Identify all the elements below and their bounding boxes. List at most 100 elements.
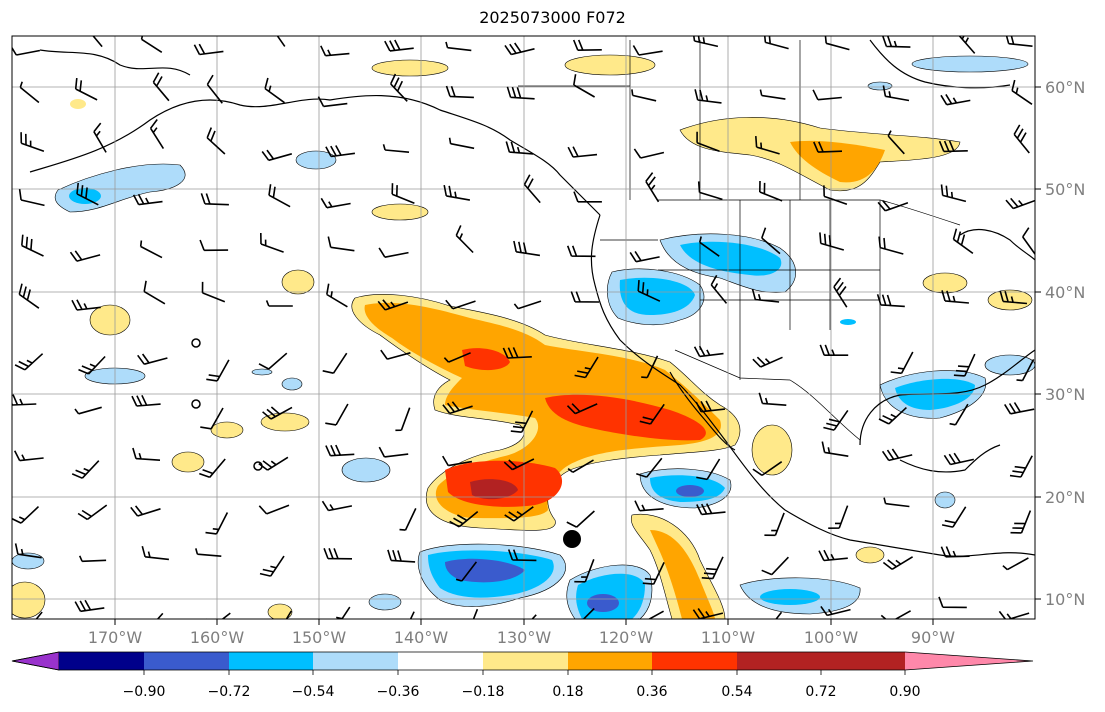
wind-barb [953,353,976,377]
positive-anomaly-south-core [650,530,715,619]
negative-anomaly-small-9 [984,354,1035,376]
wind-barb [645,172,660,203]
negative-anomaly-gulf-alaska [54,163,186,213]
wind-barb [570,291,600,303]
wind-barb [958,36,976,54]
negative-anomaly-small-5 [341,457,391,483]
wind-barb [206,127,226,155]
us-canada-border [658,199,961,226]
us-mexico-border [674,349,861,441]
coastlines [29,39,1035,557]
hudson-bay-coast [869,39,1011,89]
negative-anomaly-contours [12,55,1035,619]
wind-barb [641,355,659,379]
wind-barb [759,180,783,202]
wind-barb [259,555,285,577]
positive-anomaly-small-9 [751,424,793,476]
wind-barb [883,497,910,508]
wind-barb [276,36,286,47]
positive-anomaly-small-1 [371,59,449,77]
wind-barb [755,136,780,155]
wind-barb [380,349,411,360]
positive-anomaly-small-7 [210,421,244,439]
wind-barb [513,300,542,310]
wind-barb [262,406,293,420]
wind-barb [502,347,532,359]
negative-anomaly-gulf-alaska-core [69,188,101,204]
positive-anomaly-small-15 [70,99,86,109]
lon-label: 110°W [701,628,756,647]
wind-barb [152,72,170,102]
lat-label: 40°N [1045,283,1085,302]
colorbar-segment [483,652,568,670]
wind-barb [389,73,408,102]
wind-barb [261,149,293,162]
colorbar-outline [11,651,1034,671]
wind-barb [819,344,849,356]
lon-label: 160°W [190,628,245,647]
wind-barb [199,458,226,479]
colorbar-segment [59,652,144,670]
wind-barb [325,145,356,158]
wind-barb [752,356,783,368]
wind-barb [758,392,787,406]
map-area [12,36,1035,619]
wind-barb [74,406,102,415]
wind-barb [634,500,664,512]
wind-barb [378,446,409,458]
wind-barb [503,458,535,471]
wind-barb [751,288,780,303]
wind-barb [573,74,595,98]
wind-barb [531,614,537,619]
lon-label: 140°W [394,628,449,647]
wind-barb [566,510,595,528]
great-lakes [959,228,1035,261]
calm-wind-markers [191,338,263,471]
lat-label: 20°N [1045,488,1085,507]
wind-barb [701,556,724,580]
wind-barb [1004,402,1035,415]
wind-barb [455,561,478,582]
wind-barb [20,132,45,153]
positive-anomaly-small-10 [855,546,885,564]
colorbar-tick-label: −0.36 [377,684,420,700]
wind-barb [821,441,849,457]
wind-barb [323,548,353,560]
lon-label: 120°W [599,628,654,647]
wind-barb [442,455,473,467]
wind-barb [631,89,657,102]
canada-province-borders [629,40,801,200]
wind-barb [1011,79,1033,105]
colorbar: −0.90 −0.72 −0.54 −0.36 −0.18 0.18 0.36 … [11,651,1034,700]
storm-center-marker [563,530,581,548]
wind-barb [504,42,535,56]
negative-anomaly-tropical-south-center [587,594,619,612]
wind-barb [876,294,905,308]
wind-barb [448,137,475,150]
wind-barb [636,457,663,478]
wind-barb [69,250,101,262]
wind-barb [940,93,971,106]
positive-anomaly-small-12 [987,289,1033,311]
wind-barb [828,505,849,529]
colorbar-segment [398,652,483,670]
calm-wind-marker [253,461,263,471]
wind-barb [258,504,290,515]
wind-barb [78,555,107,563]
wind-barb [77,504,108,521]
wind-barb [14,353,44,371]
wind-barb [823,409,849,431]
wind-barb [201,281,226,303]
wind-barb [890,351,914,375]
wind-barb [880,610,911,619]
wind-barb [141,545,169,561]
colorbar-segment [568,652,652,670]
wind-barb [506,86,535,100]
wind-barb [139,240,163,259]
wind-barb [952,228,974,255]
colorbar-extend-max [905,652,1033,670]
positive-anomaly-small-2 [564,54,656,76]
wind-barb [632,45,663,56]
wind-barb [1009,455,1033,478]
colorbar-segment [313,652,398,670]
